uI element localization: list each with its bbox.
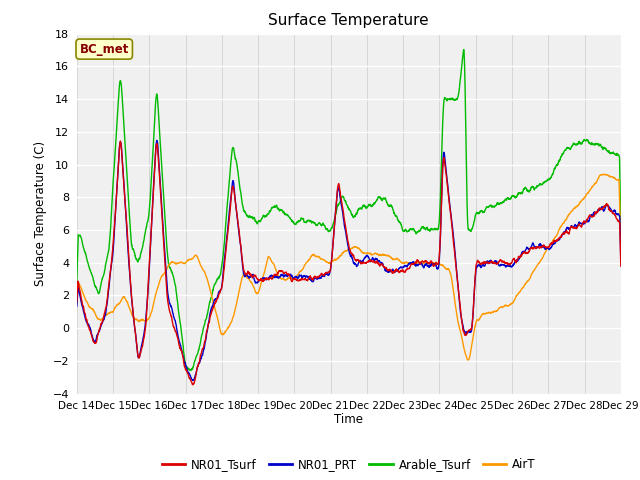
- NR01_PRT: [508, 264, 515, 269]
- Arable_Tsurf: [187, 368, 195, 373]
- NR01_Tsurf: [73, 299, 81, 305]
- NR01_Tsurf: [377, 262, 385, 267]
- Line: AirT: AirT: [77, 174, 621, 360]
- Arable_Tsurf: [73, 278, 81, 284]
- Arable_Tsurf: [508, 195, 515, 201]
- AirT: [365, 250, 372, 256]
- Arable_Tsurf: [617, 227, 625, 233]
- Title: Surface Temperature: Surface Temperature: [269, 13, 429, 28]
- Legend: NR01_Tsurf, NR01_PRT, Arable_Tsurf, AirT: NR01_Tsurf, NR01_PRT, Arable_Tsurf, AirT: [157, 454, 541, 476]
- AirT: [376, 252, 384, 258]
- Line: NR01_Tsurf: NR01_Tsurf: [77, 141, 621, 385]
- Arable_Tsurf: [376, 194, 384, 200]
- AirT: [507, 301, 515, 307]
- NR01_PRT: [617, 258, 625, 264]
- AirT: [569, 207, 577, 213]
- Arable_Tsurf: [365, 203, 372, 208]
- AirT: [584, 191, 592, 196]
- NR01_PRT: [570, 224, 577, 230]
- AirT: [617, 245, 625, 251]
- NR01_PRT: [225, 211, 233, 217]
- NR01_PRT: [73, 303, 81, 309]
- AirT: [464, 357, 472, 363]
- NR01_Tsurf: [508, 260, 515, 266]
- Arable_Tsurf: [584, 138, 592, 144]
- NR01_PRT: [153, 137, 161, 143]
- NR01_Tsurf: [225, 218, 233, 224]
- NR01_Tsurf: [570, 225, 577, 231]
- NR01_PRT: [584, 218, 592, 224]
- NR01_Tsurf: [617, 263, 625, 269]
- NR01_Tsurf: [584, 215, 592, 220]
- Y-axis label: Surface Temperature (C): Surface Temperature (C): [34, 141, 47, 286]
- Arable_Tsurf: [460, 47, 468, 52]
- NR01_Tsurf: [116, 138, 124, 144]
- Text: BC_met: BC_met: [79, 43, 129, 56]
- Line: Arable_Tsurf: Arable_Tsurf: [77, 49, 621, 371]
- NR01_Tsurf: [189, 382, 196, 388]
- AirT: [225, 324, 232, 330]
- Arable_Tsurf: [570, 142, 577, 147]
- AirT: [73, 300, 81, 306]
- NR01_Tsurf: [365, 258, 372, 264]
- NR01_PRT: [365, 255, 372, 261]
- AirT: [600, 171, 608, 177]
- Arable_Tsurf: [225, 185, 232, 191]
- NR01_PRT: [189, 378, 196, 384]
- NR01_PRT: [377, 260, 385, 265]
- Line: NR01_PRT: NR01_PRT: [77, 140, 621, 381]
- X-axis label: Time: Time: [334, 413, 364, 426]
